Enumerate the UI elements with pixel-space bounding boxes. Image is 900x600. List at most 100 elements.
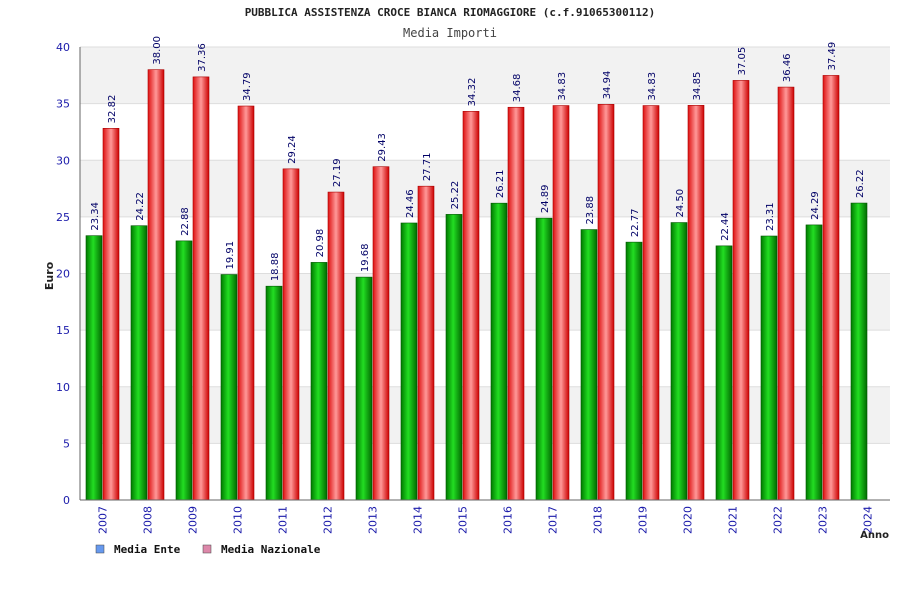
data-label-media-ente: 26.22 — [855, 169, 866, 198]
bar-media-ente — [265, 285, 283, 501]
grid-band — [80, 47, 890, 104]
bar-media-nazionale — [687, 105, 705, 501]
x-tick-label: 2013 — [367, 506, 380, 534]
legend-label-media-ente: Media Ente — [114, 543, 181, 556]
x-tick-label: 2019 — [637, 506, 650, 534]
y-tick-label: 30 — [56, 154, 70, 167]
y-tick-label: 25 — [56, 211, 70, 224]
bar-media-ente — [670, 222, 688, 501]
data-label-media-ente: 25.22 — [450, 181, 461, 210]
data-label-media-nazionale: 34.79 — [242, 72, 253, 101]
x-tick-label: 2009 — [187, 506, 200, 534]
data-label-media-nazionale: 34.68 — [512, 74, 523, 103]
data-label-media-nazionale: 34.94 — [602, 71, 613, 100]
bar-media-ente — [220, 274, 238, 501]
grid-band — [80, 103, 890, 161]
grid-band — [80, 216, 890, 274]
data-label-media-ente: 24.89 — [540, 184, 551, 213]
bar-media-nazionale — [552, 105, 570, 501]
data-label-media-ente: 20.98 — [315, 229, 326, 258]
bar-media-ente — [355, 276, 373, 501]
chart-subtitle: Media Importi — [403, 26, 497, 40]
data-label-media-ente: 19.91 — [225, 241, 236, 270]
data-label-media-ente: 22.44 — [720, 212, 731, 241]
x-tick-label: 2007 — [97, 506, 110, 534]
data-label-media-ente: 23.31 — [765, 202, 776, 231]
x-tick-label: 2015 — [457, 506, 470, 534]
bar-media-ente — [805, 224, 823, 501]
y-tick-label: 10 — [56, 381, 70, 394]
y-axis-ticks: 0 5 10 15 20 25 30 35 40 — [56, 41, 70, 507]
bar-media-nazionale — [282, 168, 300, 501]
bar-media-ente — [130, 225, 148, 501]
bar-labels: 23.34 32.82 24.22 38.00 22.88 37.36 19.91 34.79… — [90, 36, 866, 281]
x-tick-label: 2021 — [727, 506, 740, 534]
x-tick-label: 2016 — [502, 506, 515, 534]
y-tick-label: 40 — [56, 41, 70, 54]
data-label-media-ente: 24.46 — [405, 189, 416, 218]
bar-media-ente — [445, 214, 463, 501]
x-tick-label: 2008 — [142, 506, 155, 534]
grid-band — [80, 160, 890, 217]
y-tick-label: 20 — [56, 268, 70, 281]
bar-media-ente — [85, 235, 103, 501]
legend-item-media-ente: Media Ente — [95, 543, 181, 556]
x-tick-label: 2024 — [862, 506, 875, 534]
bar-media-ente — [715, 245, 733, 501]
bar-media-nazionale — [777, 86, 795, 501]
bar-media-ente — [400, 222, 418, 501]
bar-media-ente — [625, 241, 643, 501]
data-label-media-ente: 24.29 — [810, 191, 821, 220]
bar-media-nazionale — [642, 105, 660, 501]
x-tick-label: 2017 — [547, 506, 560, 534]
y-axis-label: Euro — [43, 261, 56, 290]
bar-media-nazionale — [102, 128, 120, 501]
legend-swatch-ente — [95, 544, 105, 554]
grid-bands — [80, 47, 890, 500]
x-tick-label: 2023 — [817, 506, 830, 534]
x-tick-label: 2014 — [412, 506, 425, 534]
data-label-media-ente: 19.68 — [360, 243, 371, 272]
x-tick-label: 2018 — [592, 506, 605, 534]
data-label-media-ente: 24.22 — [135, 192, 146, 221]
bar-media-ente — [310, 262, 328, 501]
x-axis-ticks: 2007 2008 2009 2010 2011 2012 2013 2014 2015 2016… — [97, 506, 875, 534]
legend-label-media-nazionale: Media Nazionale — [221, 543, 321, 556]
bar-media-nazionale — [237, 105, 255, 501]
bar-media-nazionale — [732, 80, 750, 501]
bar-media-ente — [760, 235, 778, 501]
data-label-media-nazionale: 34.85 — [692, 72, 703, 101]
data-label-media-nazionale: 38.00 — [152, 36, 163, 65]
y-tick-label: 0 — [63, 494, 70, 507]
bar-media-nazionale — [507, 106, 525, 501]
y-tick-label: 5 — [63, 437, 70, 450]
data-label-media-nazionale: 27.71 — [422, 153, 433, 182]
data-label-media-nazionale: 29.24 — [287, 135, 298, 164]
data-label-media-ente: 23.34 — [90, 202, 101, 231]
grid-band — [80, 330, 890, 387]
data-label-media-ente: 23.88 — [585, 196, 596, 225]
data-label-media-ente: 22.77 — [630, 208, 641, 237]
bar-media-ente — [535, 217, 553, 501]
data-label-media-ente: 22.88 — [180, 207, 191, 236]
data-label-media-nazionale: 37.49 — [827, 42, 838, 71]
chart-title: PUBBLICA ASSISTENZA CROCE BIANCA RIOMAGG… — [245, 6, 656, 19]
data-label-media-nazionale: 29.43 — [377, 133, 388, 162]
bar-media-ente — [490, 202, 508, 501]
data-label-media-nazionale: 36.46 — [782, 53, 793, 82]
x-tick-label: 2011 — [277, 506, 290, 534]
bar-media-nazionale — [147, 69, 165, 501]
bar-media-nazionale — [822, 75, 840, 501]
x-tick-label: 2020 — [682, 506, 695, 534]
x-axis-label: Anno — [860, 530, 889, 541]
bar-media-ente — [175, 240, 193, 501]
bar-media-nazionale — [417, 185, 435, 501]
data-label-media-nazionale: 37.36 — [197, 43, 208, 72]
legend-item-media-nazionale: Media Nazionale — [202, 543, 321, 556]
data-label-media-ente: 24.50 — [675, 189, 686, 218]
bar-media-nazionale — [597, 104, 615, 501]
legend-swatch-nazionale — [202, 544, 212, 554]
bar-media-ente — [580, 229, 598, 501]
data-label-media-nazionale: 32.82 — [107, 95, 118, 124]
